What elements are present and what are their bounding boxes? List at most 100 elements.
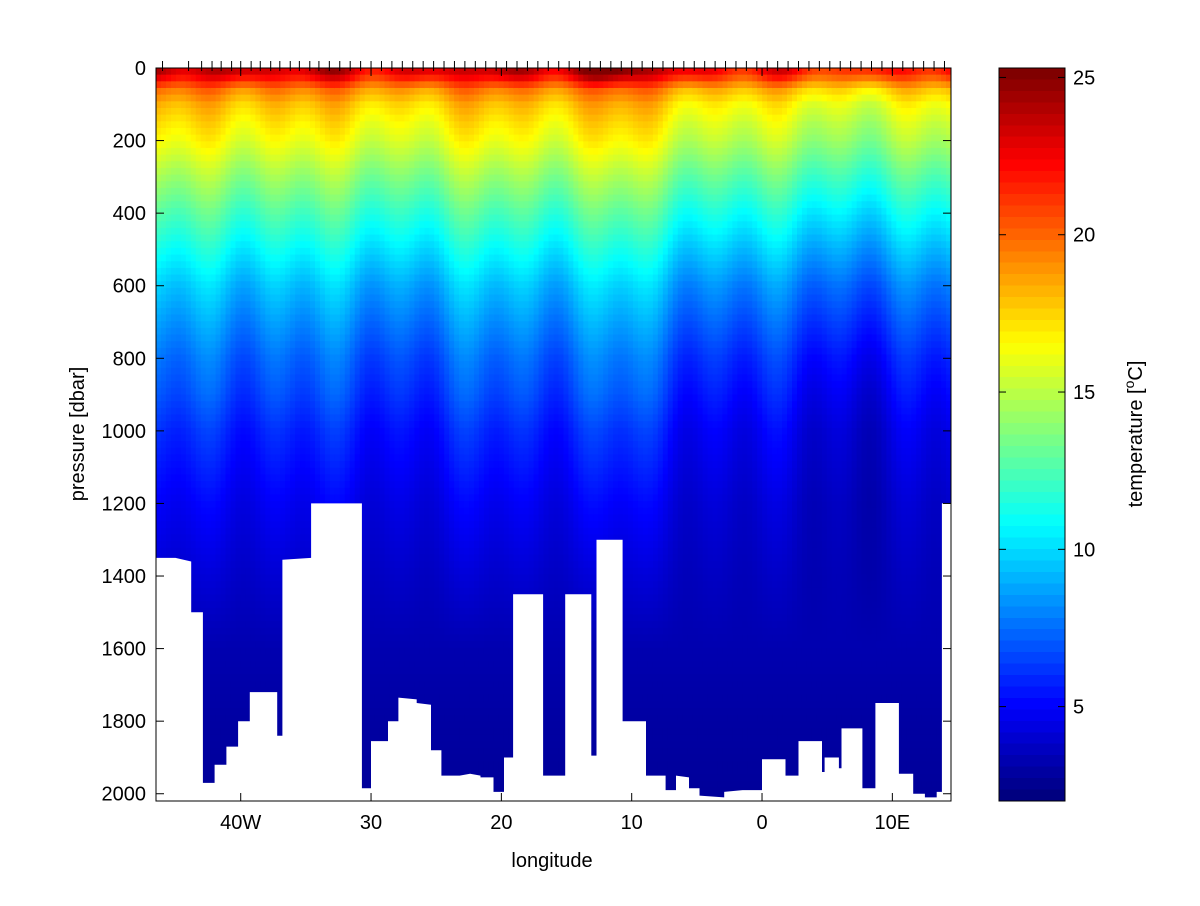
contour-cell (364, 361, 371, 369)
contour-cell (364, 354, 371, 362)
contour-cell (265, 87, 271, 96)
contour-cell (245, 561, 252, 569)
contour-cell (334, 281, 341, 289)
contour-cell (324, 321, 331, 329)
contour-cell (175, 427, 182, 436)
contour-cell (329, 354, 336, 362)
contour-cell (315, 454, 321, 462)
contour-cell (160, 281, 167, 289)
contour-cell (240, 421, 247, 429)
contour-cell (280, 541, 286, 549)
contour-cell (250, 581, 257, 589)
contour-cell (374, 501, 381, 509)
contour-cell (290, 68, 296, 76)
contour-cell (285, 341, 291, 349)
contour-cell (285, 494, 291, 502)
contour-cell (170, 187, 177, 196)
contour-cell (324, 307, 331, 316)
contour-cell (200, 767, 207, 776)
contour-cell (195, 161, 202, 169)
contour-cell (160, 327, 167, 336)
contour-cell (230, 247, 237, 256)
contour-cell (170, 341, 177, 349)
contour-cell (205, 441, 212, 449)
contour-cell (210, 167, 217, 176)
contour-cell (235, 227, 242, 236)
contour-cell (374, 287, 381, 296)
contour-cell (205, 427, 212, 436)
contour-cell (270, 567, 276, 576)
contour-cell (160, 68, 167, 76)
contour-cell (324, 161, 331, 169)
contour-cell (315, 294, 321, 302)
contour-cell (374, 187, 381, 196)
contour-cell (230, 267, 237, 276)
contour-cell (200, 641, 207, 649)
contour-cell (349, 174, 356, 182)
contour-cell (250, 394, 257, 402)
contour-cell (235, 281, 242, 289)
contour-cell (190, 474, 197, 482)
contour-cell (190, 541, 197, 549)
contour-cell (180, 287, 187, 296)
contour-cell (230, 654, 237, 662)
contour-cell (359, 254, 366, 262)
contour-cell (240, 654, 247, 662)
contour-cell (245, 694, 252, 702)
contour-cell (230, 134, 237, 142)
contour-cell (220, 81, 227, 89)
contour-cell (379, 94, 386, 103)
contour-cell (349, 381, 356, 389)
contour-cell (195, 334, 202, 342)
contour-cell (270, 547, 276, 556)
contour-cell (185, 341, 192, 349)
contour-cell (180, 401, 187, 409)
contour-cell (310, 141, 316, 149)
contour-cell (255, 254, 262, 262)
contour-cell (205, 647, 212, 656)
contour-cell (205, 234, 212, 242)
contour-cell (175, 267, 182, 276)
contour-cell (225, 181, 232, 189)
contour-cell (265, 314, 271, 322)
contour-cell (190, 127, 197, 136)
contour-cell (190, 334, 197, 342)
contour-cell (305, 394, 311, 402)
contour-cell (300, 201, 306, 209)
contour-cell (295, 221, 301, 229)
contour-cell (235, 247, 242, 256)
contour-cell (310, 167, 316, 176)
contour-cell (180, 194, 187, 202)
contour-cell (339, 221, 346, 229)
contour-cell (374, 541, 381, 549)
contour-cell (156, 134, 162, 142)
contour-cell (265, 301, 271, 309)
contour-cell (250, 601, 257, 609)
contour-cell (265, 254, 271, 262)
contour-cell (359, 141, 366, 149)
contour-cell (210, 354, 217, 362)
contour-cell (310, 247, 316, 256)
contour-cell (156, 347, 162, 356)
contour-cell (364, 394, 371, 402)
contour-cell (230, 594, 237, 602)
contour-cell (240, 414, 247, 422)
contour-cell (339, 481, 346, 489)
contour-cell (205, 414, 212, 422)
contour-cell (210, 514, 217, 522)
contour-cell (265, 227, 271, 236)
contour-cell (260, 674, 267, 682)
contour-cell (329, 107, 336, 116)
contour-cell (190, 214, 197, 222)
contour-cell (359, 147, 366, 156)
contour-cell (334, 214, 341, 222)
contour-cell (240, 347, 247, 356)
contour-cell (190, 247, 197, 256)
contour-cell (275, 627, 281, 636)
contour-cell (295, 254, 301, 262)
contour-cell (319, 68, 326, 76)
contour-cell (230, 614, 237, 622)
contour-cell (245, 661, 252, 669)
contour-cell (359, 447, 366, 456)
contour-cell (215, 707, 222, 716)
